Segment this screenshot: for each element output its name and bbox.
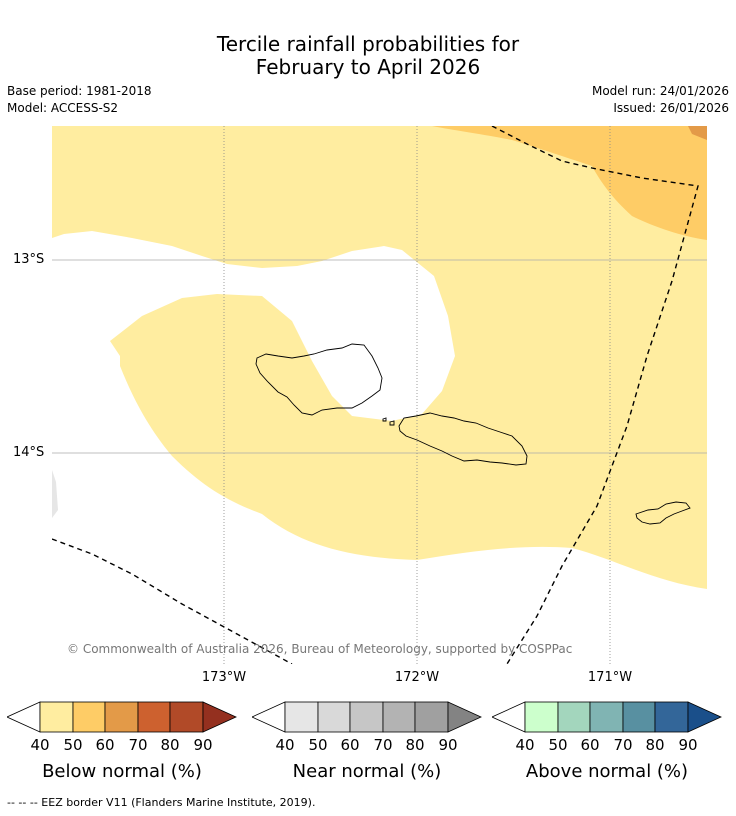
near-swatch-6 (447, 701, 482, 733)
savaii-island (255, 343, 383, 416)
below-swatch-2 (72, 701, 106, 733)
title-line-1: Tercile rainfall probabilities for (216, 32, 520, 56)
tick-label: 50 (63, 736, 83, 754)
ticks-above: 40 50 60 70 80 90 (492, 736, 722, 754)
ticks-near: 40 50 60 70 80 90 (252, 736, 482, 754)
map-canvas: © Commonwealth of Australia 2026, Bureau… (52, 126, 707, 664)
tick-label: 40 (30, 736, 50, 754)
above-swatch-6 (687, 701, 722, 733)
tick-label: 80 (645, 736, 665, 754)
above-swatch-1 (524, 701, 559, 733)
tick-label: 70 (613, 736, 633, 754)
below-50-60-region (432, 126, 707, 240)
near-swatch-4 (382, 701, 416, 733)
below-swatch-3 (104, 701, 139, 733)
manono-islet (382, 417, 387, 422)
tick-label: 60 (95, 736, 115, 754)
tick-label: 90 (438, 736, 458, 754)
title-line-2: February to April 2026 (255, 55, 481, 79)
tick-label: 80 (160, 736, 180, 754)
tutuila-island (635, 501, 691, 525)
above-swatch-5 (654, 701, 689, 733)
below-60-70-region (688, 126, 707, 140)
colorbar-below (6, 700, 237, 740)
tick-label: 60 (580, 736, 600, 754)
colorbar-above (491, 700, 722, 740)
apolima-islet (389, 420, 395, 426)
above-swatch-3 (589, 701, 624, 733)
meta-right: Model run: 24/01/2026 Issued: 26/01/2026 (592, 83, 729, 117)
near-swatch-2 (317, 701, 351, 733)
lon-label-172w: 172°W (394, 670, 440, 685)
copyright-text: © Commonwealth of Australia 2026, Bureau… (67, 642, 572, 656)
lon-label-171w: 171°W (587, 670, 633, 685)
lat-label-13s: 13°S (13, 252, 45, 267)
eez-border-north-east (491, 126, 699, 664)
colorbar-title-above: Above normal (%) (525, 761, 689, 782)
below-swatch-5 (169, 701, 204, 733)
below-40-50-region (52, 126, 707, 589)
map-panel: © Commonwealth of Australia 2026, Bureau… (52, 126, 707, 664)
tick-label: 60 (340, 736, 360, 754)
near-40-50-region (52, 470, 58, 518)
tick-label: 80 (405, 736, 425, 754)
model-name: Model: ACCESS-S2 (7, 101, 119, 115)
colorbar-title-near: Near normal (%) (292, 761, 442, 782)
tick-label: 50 (548, 736, 568, 754)
below-swatch-6 (202, 701, 237, 733)
lat-label-14s: 14°S (13, 445, 45, 460)
tick-label: 70 (128, 736, 148, 754)
colorbar-title-below: Below normal (%) (42, 761, 202, 782)
above-swatch-2 (557, 701, 591, 733)
upolu-island (398, 412, 528, 466)
near-swatch-3 (349, 701, 384, 733)
model-run: Model run: 24/01/2026 (591, 84, 729, 98)
tick-label: 40 (515, 736, 535, 754)
below-swatch-1 (39, 701, 74, 733)
tick-label: 90 (678, 736, 698, 754)
ticks-below: 40 50 60 70 80 90 (7, 736, 237, 754)
tick-label: 90 (193, 736, 213, 754)
near-swatch-1 (284, 701, 319, 733)
eez-border-south-west (52, 538, 293, 664)
issued-date: Issued: 26/01/2026 (613, 101, 729, 115)
meta-left: Base period: 1981-2018 Model: ACCESS-S2 (7, 83, 152, 117)
eez-footer-note: -- -- -- EEZ border V11 (Flanders Marine… (7, 796, 316, 809)
colorbar-near (251, 700, 482, 740)
tick-label: 70 (373, 736, 393, 754)
tick-label: 50 (308, 736, 328, 754)
base-period: Base period: 1981-2018 (7, 84, 152, 98)
below-swatch-4 (137, 701, 171, 733)
tick-label: 40 (275, 736, 295, 754)
lon-label-173w: 173°W (201, 670, 247, 685)
near-swatch-5 (414, 701, 449, 733)
above-swatch-4 (622, 701, 656, 733)
